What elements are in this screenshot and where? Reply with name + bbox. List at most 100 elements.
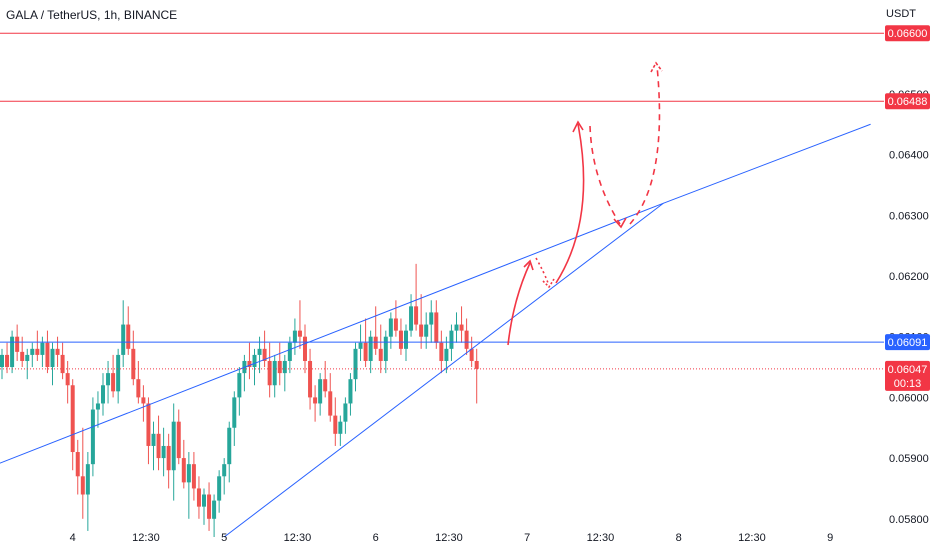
candle-body bbox=[308, 360, 313, 398]
candle-body bbox=[464, 330, 469, 349]
horizontal-lines bbox=[0, 32, 884, 370]
price-badge-label: 0.06600 bbox=[888, 28, 928, 40]
projection-arrowhead-dashed-up bbox=[650, 61, 663, 73]
x-tick-label: 12:30 bbox=[587, 532, 615, 544]
candle-body bbox=[70, 385, 75, 453]
candle-body bbox=[323, 379, 328, 392]
last-price-label: 0.06047 bbox=[888, 364, 928, 376]
candle-body bbox=[252, 354, 257, 368]
candle-body bbox=[318, 379, 323, 404]
trendlines bbox=[0, 123, 871, 538]
price-badge-label: 0.06091 bbox=[888, 337, 928, 349]
candle-body bbox=[156, 433, 161, 459]
candle-body bbox=[30, 348, 35, 355]
candle-body bbox=[65, 373, 70, 386]
projection-arrow-dashed-up bbox=[629, 65, 661, 225]
candle-body bbox=[237, 373, 242, 398]
candle-body bbox=[55, 348, 60, 355]
candle-body bbox=[15, 336, 20, 352]
candle-body bbox=[292, 330, 297, 343]
candle-body bbox=[338, 421, 343, 434]
candle-body bbox=[333, 415, 338, 434]
price-badge bbox=[885, 25, 930, 42]
candle-body bbox=[0, 354, 4, 368]
candle-body bbox=[191, 464, 196, 489]
projection-arrow-breakout bbox=[507, 262, 531, 346]
candle-body bbox=[474, 360, 479, 369]
candle-body bbox=[393, 318, 398, 331]
projection-arrow-dotted-pullback bbox=[535, 257, 549, 284]
candle-body bbox=[45, 342, 50, 368]
candle-body bbox=[287, 342, 292, 361]
candle-body bbox=[116, 354, 121, 392]
candle-body bbox=[35, 348, 40, 355]
candle-body bbox=[196, 488, 201, 507]
candle-body bbox=[282, 360, 287, 374]
candle-body bbox=[368, 336, 373, 361]
candle-body bbox=[404, 330, 408, 349]
candle-body bbox=[121, 324, 126, 355]
candle-body bbox=[469, 348, 474, 361]
candle-body bbox=[207, 494, 212, 519]
x-tick-label: 4 bbox=[70, 532, 76, 544]
price-badge bbox=[885, 334, 930, 351]
candle-body bbox=[398, 330, 403, 349]
candle-body bbox=[95, 403, 100, 410]
candle-body bbox=[202, 494, 206, 507]
x-tick-label: 9 bbox=[827, 532, 833, 544]
candle-body bbox=[60, 354, 65, 374]
candle-body bbox=[378, 348, 383, 361]
candle-body bbox=[348, 379, 353, 404]
x-tick-label: 12:30 bbox=[435, 532, 463, 544]
candle-body bbox=[151, 433, 156, 446]
candle-body bbox=[343, 403, 348, 422]
candle-body bbox=[222, 464, 227, 477]
candle-body bbox=[232, 397, 237, 428]
candle-body bbox=[161, 445, 166, 459]
projection-arrowhead-dashed-down bbox=[613, 217, 627, 229]
candles bbox=[0, 263, 479, 537]
x-tick-label: 5 bbox=[221, 532, 227, 544]
projection-arrow-dashed-down bbox=[589, 125, 621, 225]
candle-body bbox=[424, 324, 429, 337]
candle-body bbox=[434, 312, 439, 343]
candle-body bbox=[444, 348, 449, 361]
trendline bbox=[663, 123, 871, 204]
candle-body bbox=[5, 354, 10, 368]
candle-body bbox=[217, 476, 222, 501]
candle-body bbox=[85, 464, 90, 495]
candle-body bbox=[90, 409, 95, 465]
candle-body bbox=[212, 500, 217, 519]
y-tick-label: 0.06000 bbox=[889, 392, 929, 404]
candle-body bbox=[25, 354, 30, 361]
price-badges: 0.06600 0.06488 0.06091 0.06047 00:13 bbox=[885, 25, 930, 391]
candle-body bbox=[247, 360, 252, 368]
y-tick-label: 0.06200 bbox=[889, 271, 929, 283]
candle-body bbox=[146, 403, 151, 446]
price-badge-label: 0.06488 bbox=[888, 96, 928, 108]
candle-body bbox=[449, 330, 454, 349]
x-tick-label: 12:30 bbox=[738, 532, 766, 544]
candle-body bbox=[313, 397, 318, 404]
y-tick-label: 0.05900 bbox=[889, 453, 929, 465]
candle-body bbox=[303, 336, 307, 361]
y-tick-label: 0.06400 bbox=[889, 150, 929, 162]
projection-arrowhead-up bbox=[572, 120, 584, 133]
candle-body bbox=[40, 342, 45, 355]
candle-body bbox=[419, 324, 424, 337]
candle-body bbox=[176, 421, 181, 459]
candle-body bbox=[181, 458, 186, 483]
candle-body bbox=[171, 421, 176, 471]
candle-body bbox=[277, 360, 282, 374]
candle-body bbox=[363, 342, 368, 361]
trendline bbox=[223, 202, 664, 538]
candle-body bbox=[429, 312, 434, 325]
candle-body bbox=[262, 348, 267, 361]
axes: 0.058000.059000.060000.061000.062000.063… bbox=[70, 28, 929, 544]
candle-body bbox=[358, 342, 363, 349]
candle-body bbox=[186, 464, 191, 483]
candle-body bbox=[136, 379, 141, 398]
y-tick-label: 0.05800 bbox=[889, 514, 929, 526]
projection-arrows bbox=[507, 61, 663, 346]
